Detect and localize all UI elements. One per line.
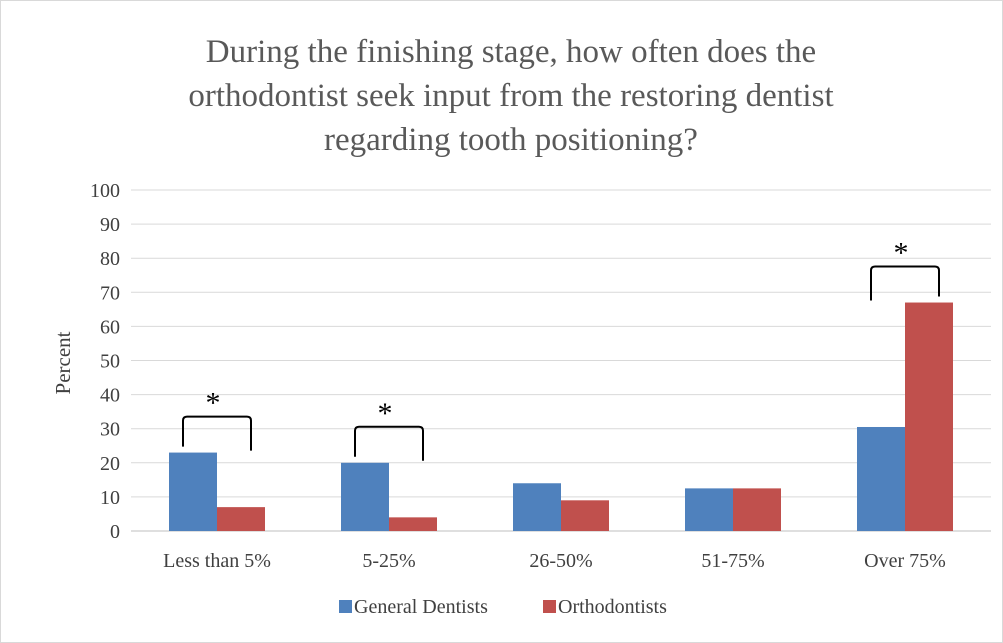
significance-markers: * * * [182,237,940,461]
bars [169,302,953,531]
x-tick-label: Less than 5% [163,550,271,572]
bar-orthodontists [217,507,265,531]
bar-orthodontists [561,500,609,531]
y-axis-title: Percent [51,331,75,394]
y-tick-label: 90 [100,214,120,236]
bar-general-dentists [341,462,389,531]
significance-bracket [354,425,424,461]
y-tick-label: 80 [100,248,120,270]
legend: General Dentists Orthodontists [339,596,667,618]
x-tick-label: 51-75% [701,550,764,572]
significance-bracket [182,415,252,451]
legend-label-general-dentists: General Dentists [354,596,488,618]
x-tick-label: Over 75% [864,550,946,572]
significance-asterisk: * [378,397,393,430]
x-tick-label: 26-50% [529,550,592,572]
y-tick-label: 70 [100,282,120,304]
y-tick-label: 100 [90,180,120,202]
y-tick-label: 50 [100,351,120,373]
y-axis-ticks: 0 10 20 30 40 50 60 70 80 90 100 [90,180,120,543]
x-tick-label: 5-25% [362,550,415,572]
y-tick-label: 10 [100,487,120,509]
chart-title-line-2: orthodontist seek input from the restori… [188,78,833,114]
bar-orthodontists [733,488,781,531]
bar-orthodontists [905,302,953,531]
legend-label-orthodontists: Orthodontists [558,596,667,618]
bar-general-dentists [685,488,733,531]
x-axis-ticks: Less than 5% 5-25% 26-50% 51-75% Over 75% [163,550,946,572]
chart-title-line-1: During the finishing stage, how often do… [206,34,816,70]
bar-orthodontists [389,517,437,531]
significance-bracket [870,265,940,301]
y-tick-label: 60 [100,316,120,338]
bar-general-dentists [513,483,561,531]
significance-asterisk: * [206,387,221,420]
y-tick-label: 0 [110,521,120,543]
y-tick-label: 30 [100,419,120,441]
significance-asterisk: * [894,237,909,270]
legend-swatch-general-dentists [339,600,352,613]
y-tick-label: 20 [100,453,120,475]
chart-title-line-3: regarding tooth positioning? [324,122,698,158]
bar-general-dentists [169,452,217,531]
chart-title: During the finishing stage, how often do… [188,34,833,158]
legend-swatch-orthodontists [543,600,556,613]
y-tick-label: 40 [100,385,120,407]
bar-general-dentists [857,426,905,531]
gridlines [131,189,991,532]
